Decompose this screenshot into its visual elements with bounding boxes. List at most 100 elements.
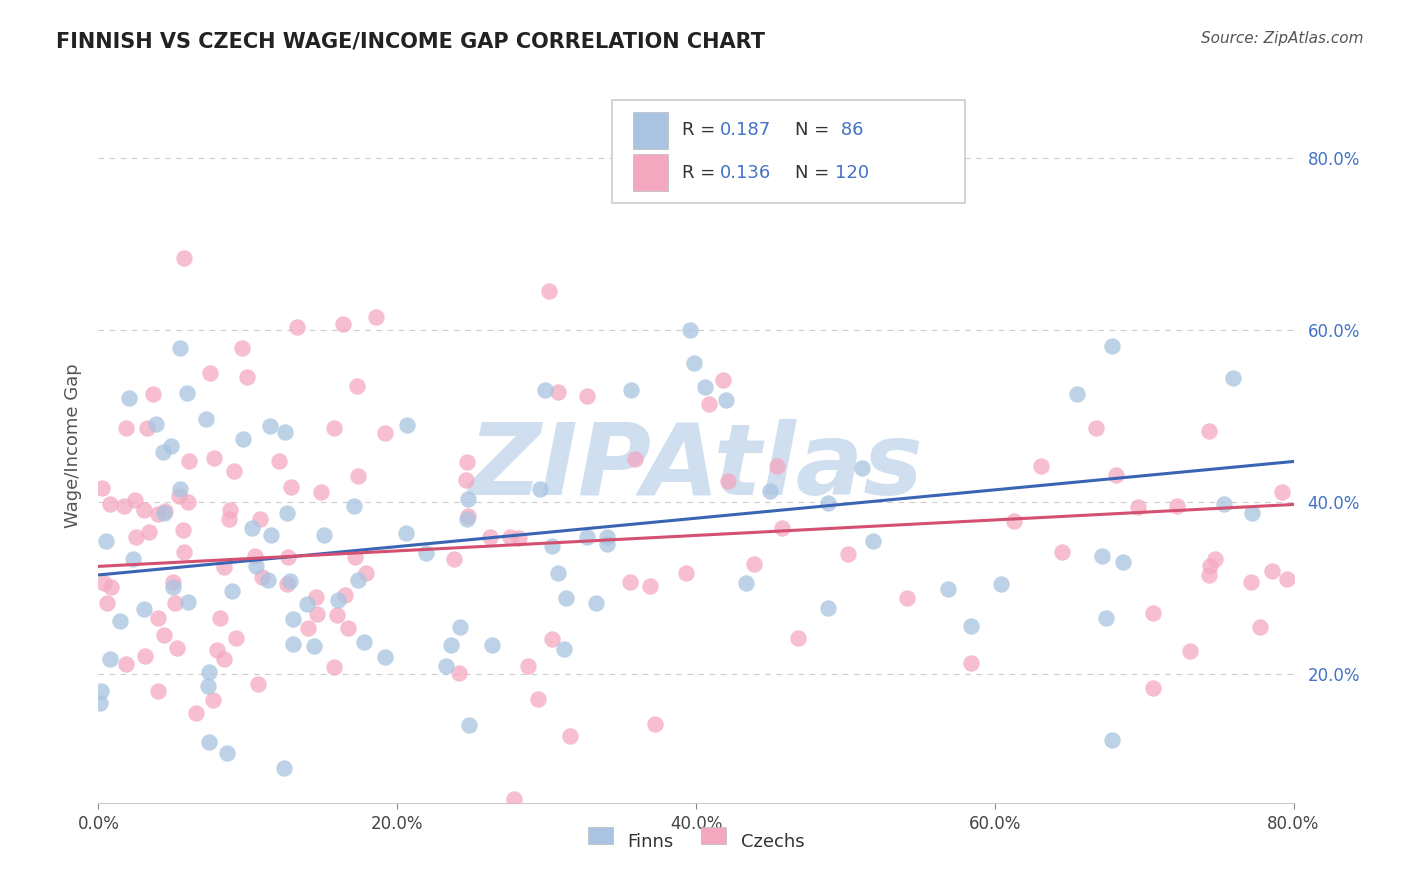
Point: [247, 676, 270, 690]
Point: [458, 717, 481, 731]
Point: [447, 665, 470, 680]
Point: [93, 576, 115, 591]
Point: [1029, 458, 1052, 473]
Point: [249, 511, 271, 525]
Point: [173, 545, 195, 559]
Point: [713, 373, 735, 387]
Point: [285, 320, 308, 334]
Point: [225, 632, 247, 646]
Point: [529, 482, 551, 496]
Point: [1084, 421, 1107, 435]
Point: [675, 566, 697, 580]
Point: [1166, 499, 1188, 513]
Point: [138, 524, 160, 539]
Point: [456, 455, 478, 469]
Point: [502, 792, 524, 806]
Point: [342, 500, 364, 514]
Point: [260, 528, 283, 542]
Point: [526, 692, 548, 706]
Point: [1198, 424, 1220, 438]
Point: [1198, 568, 1220, 582]
Point: [132, 503, 155, 517]
Point: [231, 432, 253, 446]
Point: [274, 425, 297, 440]
Point: [152, 628, 174, 642]
Point: [115, 421, 138, 435]
Point: [1105, 467, 1128, 482]
Text: R =: R =: [682, 121, 721, 139]
Point: [695, 380, 717, 394]
Point: [1213, 497, 1236, 511]
Point: [619, 575, 641, 590]
Point: [415, 546, 437, 560]
Point: [235, 369, 257, 384]
Point: [343, 550, 366, 565]
Point: [456, 512, 478, 526]
Point: [124, 493, 146, 508]
Point: [162, 574, 184, 589]
Point: [990, 577, 1012, 591]
Point: [231, 341, 253, 355]
Point: [354, 566, 377, 581]
Point: [169, 489, 191, 503]
Point: [212, 652, 235, 666]
Point: [159, 438, 181, 452]
Point: [596, 529, 619, 543]
Point: [91, 481, 114, 495]
Point: [173, 251, 195, 265]
Point: [276, 506, 298, 520]
Point: [346, 379, 368, 393]
Point: [165, 596, 187, 610]
Point: [770, 521, 793, 535]
Point: [744, 557, 766, 571]
Text: R =: R =: [682, 164, 721, 182]
Point: [215, 746, 238, 760]
Point: [332, 318, 354, 332]
Point: [817, 496, 839, 510]
Point: [716, 392, 738, 407]
Point: [89, 696, 111, 710]
Point: [817, 600, 839, 615]
Point: [547, 385, 569, 400]
Point: [163, 815, 186, 830]
Point: [1222, 371, 1244, 385]
Point: [717, 475, 740, 489]
Point: [250, 570, 273, 584]
Point: [1112, 555, 1135, 569]
Point: [537, 285, 560, 299]
Point: [222, 463, 245, 477]
Point: [273, 761, 295, 775]
Point: [638, 578, 661, 592]
Point: [281, 612, 304, 626]
Point: [98, 652, 121, 666]
Point: [541, 632, 564, 646]
Point: [644, 716, 666, 731]
Point: [1101, 733, 1123, 747]
Point: [434, 659, 457, 673]
Point: [108, 615, 131, 629]
FancyBboxPatch shape: [613, 100, 965, 203]
Point: [162, 580, 184, 594]
Point: [346, 469, 368, 483]
Point: [440, 638, 463, 652]
Point: [1095, 611, 1118, 625]
Point: [479, 530, 502, 544]
Point: [177, 595, 200, 609]
Point: [336, 621, 359, 635]
Point: [98, 497, 121, 511]
Point: [280, 480, 302, 494]
Point: [374, 650, 396, 665]
Point: [554, 591, 576, 606]
Point: [547, 566, 569, 580]
Point: [1142, 606, 1164, 620]
Point: [152, 445, 174, 459]
Point: [240, 521, 263, 535]
Text: 0.187: 0.187: [720, 121, 770, 139]
Point: [862, 533, 884, 548]
Point: [959, 657, 981, 671]
Point: [374, 425, 396, 440]
Point: [295, 597, 318, 611]
Point: [335, 588, 357, 602]
Point: [267, 453, 290, 467]
Y-axis label: Wage/Income Gap: Wage/Income Gap: [63, 364, 82, 528]
